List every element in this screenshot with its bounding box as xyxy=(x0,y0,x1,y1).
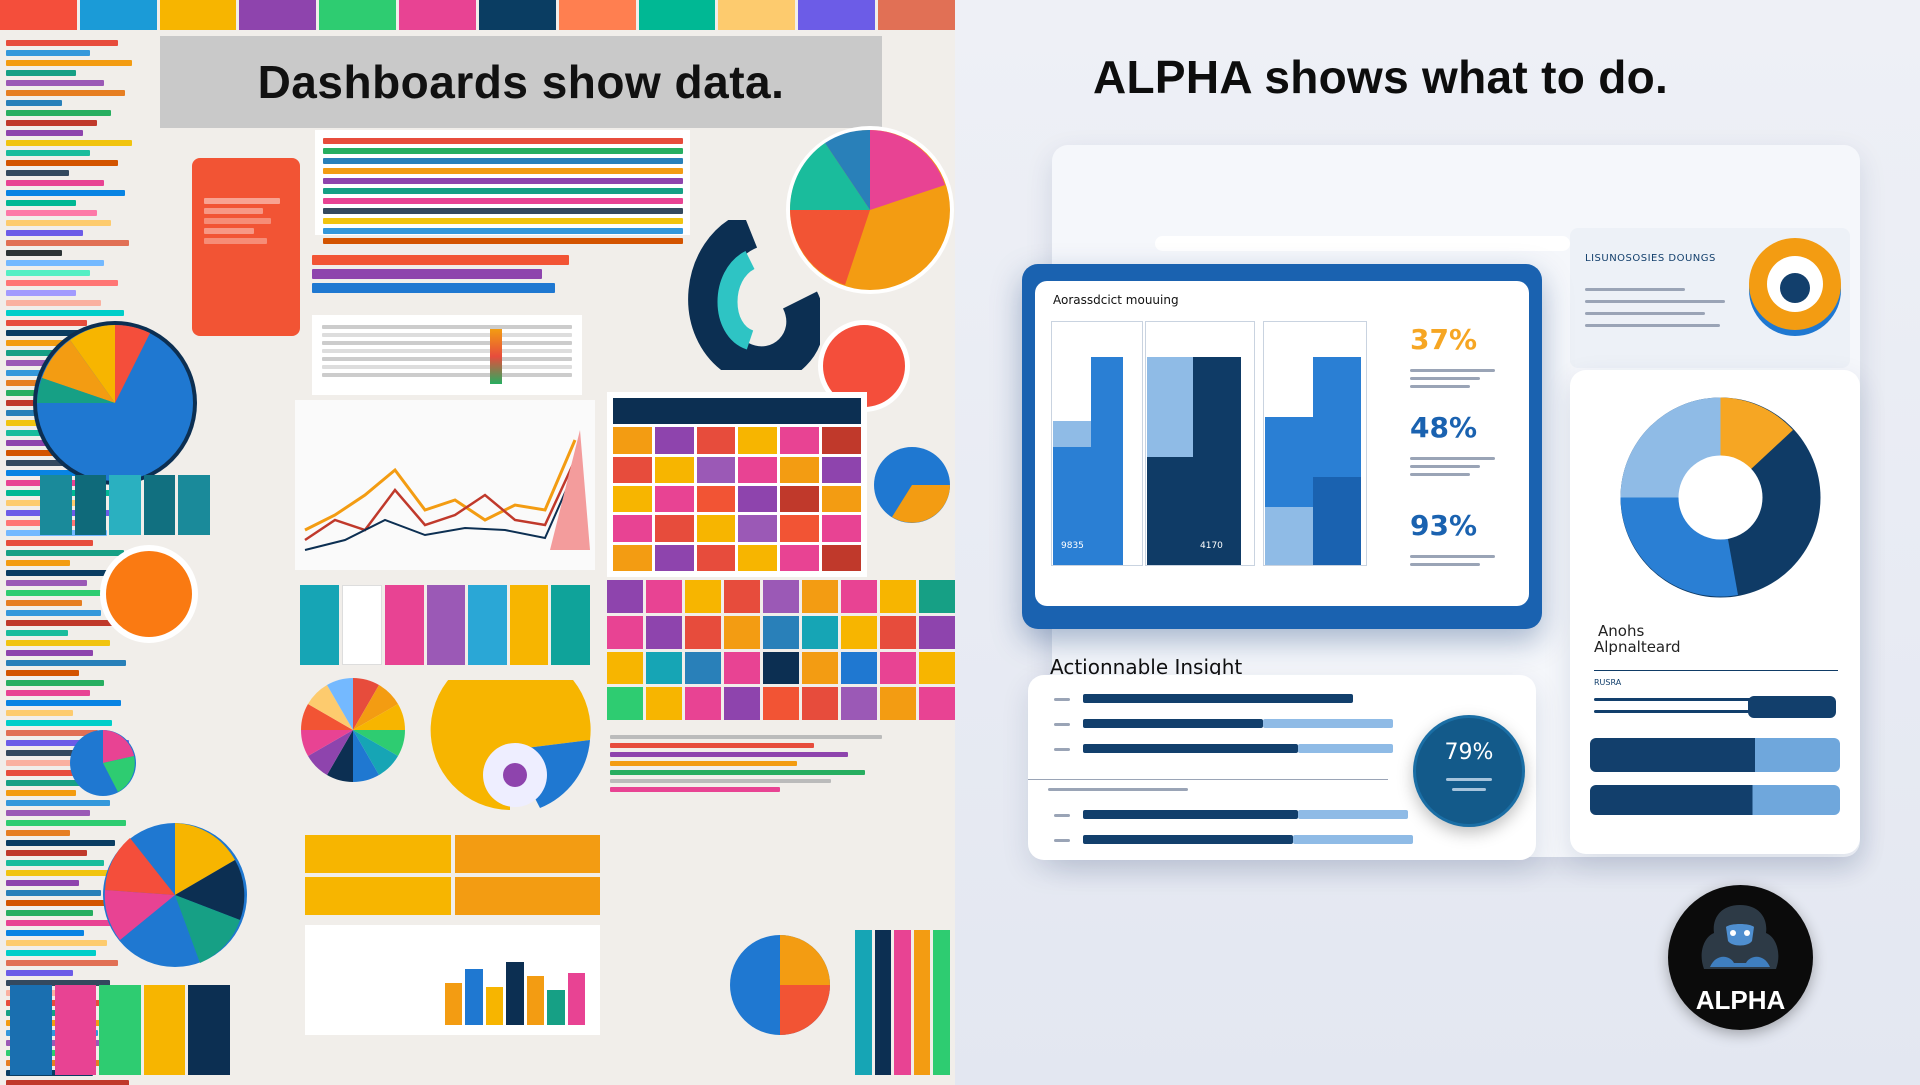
percent-2: 48% xyxy=(1410,411,1478,444)
right-edge-stripes xyxy=(855,930,950,1075)
side-line-2 xyxy=(1594,710,1749,713)
insight-divider xyxy=(1028,779,1388,780)
blue-pie-chart xyxy=(33,321,197,485)
bottom-right-pie xyxy=(730,935,830,1035)
chart-frame-1 xyxy=(1051,321,1143,566)
insight-bar-5b xyxy=(1293,835,1413,844)
bar-label-2: 4170 xyxy=(1200,541,1223,551)
small-pie-chart xyxy=(70,730,136,796)
insight-bar-4b xyxy=(1298,810,1408,819)
insight-bar-2 xyxy=(1083,719,1263,728)
alpha-logo: ALPHA xyxy=(1668,885,1813,1030)
insight-card: 79% xyxy=(1028,675,1536,860)
orange-donut-chart xyxy=(430,680,591,810)
bar-1 xyxy=(1053,447,1091,565)
percent-1: 37% xyxy=(1410,323,1478,356)
insight-bar-3 xyxy=(1083,744,1298,753)
side-divider xyxy=(1594,670,1838,671)
bar-3 xyxy=(1147,357,1193,457)
orange-blocks xyxy=(305,835,600,915)
metrics-card-inner: Aorassdcict mouuing 9835 4170 37% 48% xyxy=(1035,281,1529,606)
insight-badge: 79% xyxy=(1413,715,1525,827)
target-icon xyxy=(1749,238,1841,336)
bar-4 xyxy=(1147,457,1193,565)
orange-info-card xyxy=(192,158,300,336)
left-headline: Dashboards show data. xyxy=(257,56,785,108)
right-headline: ALPHA shows what to do. xyxy=(1093,51,1669,103)
gorilla-icon xyxy=(1701,905,1779,969)
bar-7 xyxy=(1265,507,1313,565)
bar-5 xyxy=(1193,357,1241,565)
metrics-card: Aorassdcict mouuing 9835 4170 37% 48% xyxy=(1022,264,1542,629)
bar-1-cap xyxy=(1053,421,1091,447)
colored-tiles xyxy=(300,585,591,665)
insight-badge-value: 79% xyxy=(1444,740,1494,765)
bottom-left-tiles xyxy=(10,985,230,1075)
left-headline-banner: Dashboards show data. xyxy=(160,36,882,128)
teal-bar-strip xyxy=(40,475,210,535)
metrics-title: Aorassdcict mouuing xyxy=(1053,293,1179,307)
insight-bar-4 xyxy=(1083,810,1298,819)
chart-frame-3 xyxy=(1263,321,1367,566)
colored-table xyxy=(315,130,690,244)
bar-8 xyxy=(1313,357,1361,477)
side-header: LISUNOSOSIES DOUNGS xyxy=(1585,253,1716,264)
donut-chart xyxy=(1620,397,1821,598)
side-progress-2[interactable] xyxy=(1590,785,1840,815)
small-donut xyxy=(874,447,950,523)
chart-frame-2 xyxy=(1145,321,1255,566)
bar-9 xyxy=(1313,477,1361,565)
line-chart xyxy=(295,400,595,570)
text-rows xyxy=(610,735,950,792)
side-progress-1[interactable] xyxy=(1590,738,1840,772)
pinwheel-chart xyxy=(301,678,405,782)
top-color-strip xyxy=(0,0,955,30)
orange-circle xyxy=(100,545,198,643)
side-label-2: Alpnalteard xyxy=(1594,638,1681,656)
bar-label-1: 9835 xyxy=(1061,541,1084,551)
progress-rows xyxy=(312,255,582,293)
insight-bar-5 xyxy=(1083,835,1293,844)
alpha-logo-text: ALPHA xyxy=(1695,985,1786,1015)
top-right-pie xyxy=(786,126,954,294)
icon-table xyxy=(312,315,582,395)
top-bar xyxy=(1155,236,1570,251)
multicolor-pie-chart xyxy=(103,823,247,967)
heatmap-grid xyxy=(607,392,867,577)
bar-2 xyxy=(1091,357,1123,565)
percent-3: 93% xyxy=(1410,509,1478,542)
bottom-bar-chart xyxy=(305,925,600,1035)
abstract-swirl xyxy=(688,220,820,370)
side-section-label: RUSRA xyxy=(1594,678,1622,687)
side-line-1 xyxy=(1594,698,1754,701)
insight-bar-1 xyxy=(1083,694,1353,703)
side-label-1: Anohs xyxy=(1598,622,1645,640)
side-action-button[interactable] xyxy=(1748,696,1836,718)
insight-bar-2b xyxy=(1263,719,1393,728)
insight-bar-3b xyxy=(1298,744,1393,753)
side-card: Anohs Alpnalteard RUSRA xyxy=(1570,370,1860,854)
mixed-color-grid xyxy=(607,580,955,720)
left-collage: Dashboards show data. xyxy=(0,0,955,1085)
